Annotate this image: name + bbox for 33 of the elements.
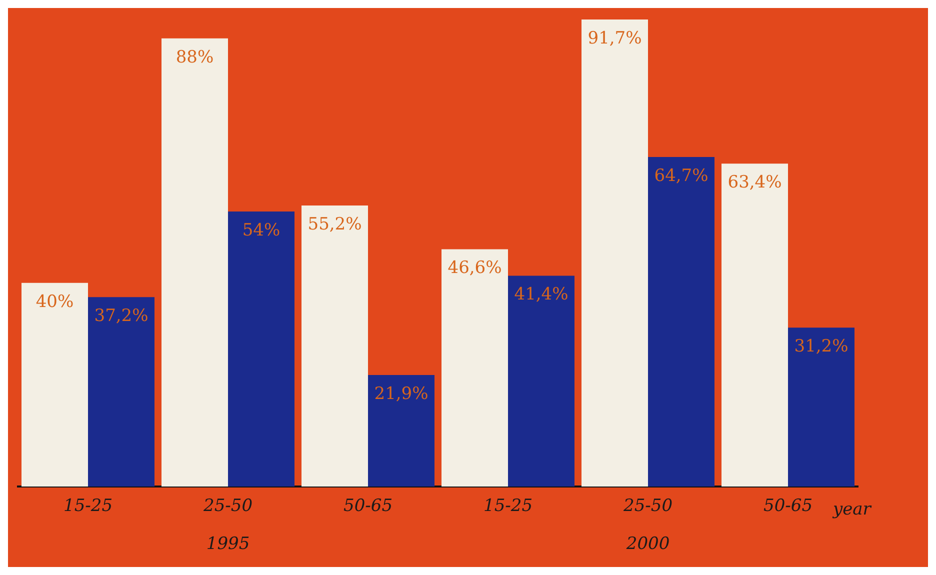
- data-label: 21,9%: [374, 384, 428, 404]
- bar: [442, 249, 508, 487]
- bar: [302, 205, 368, 487]
- bar: [162, 38, 228, 487]
- data-label: 37,2%: [94, 306, 148, 326]
- data-label: 63,4%: [728, 172, 782, 193]
- data-label: 54%: [242, 220, 280, 241]
- x-tick-label: 25-50: [202, 496, 253, 516]
- bar: [368, 375, 434, 487]
- data-label: 64,7%: [654, 166, 708, 186]
- bar: [88, 297, 154, 487]
- bar: [722, 164, 788, 487]
- bar: [22, 282, 88, 487]
- data-label: 40%: [36, 292, 74, 312]
- bar: [508, 276, 574, 487]
- x-tick-label: 25-50: [622, 496, 673, 516]
- data-label: 41,4%: [514, 284, 568, 305]
- text: 2000: [625, 534, 670, 554]
- bar: [648, 157, 714, 487]
- x-tick-label: 50-65: [343, 496, 393, 516]
- text: 1995: [206, 534, 250, 554]
- x-tick-label: 15-25: [63, 496, 113, 516]
- bar: [228, 212, 294, 487]
- data-label: 88%: [176, 47, 214, 68]
- data-label: 55,2%: [308, 214, 362, 234]
- x-tick-label: 50-65: [763, 496, 813, 516]
- data-label: 46,6%: [448, 258, 502, 278]
- data-label: 91,7%: [588, 28, 642, 49]
- bar: [788, 328, 854, 487]
- data-label: 31,2%: [794, 336, 848, 357]
- bar: [582, 20, 648, 487]
- x-axis-title: year: [832, 500, 872, 520]
- x-tick-label: 15-25: [483, 496, 533, 516]
